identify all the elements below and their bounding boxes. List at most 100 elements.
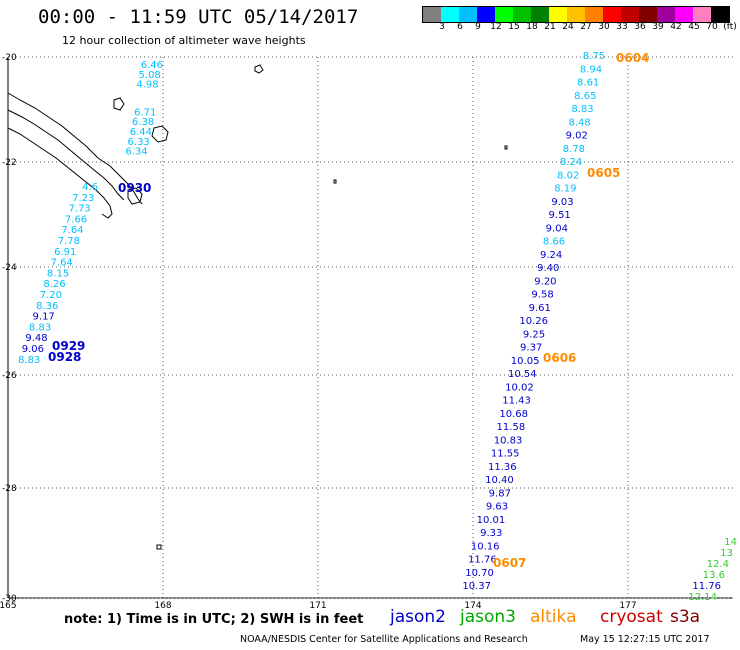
satellite-legend-item: jason3 <box>460 607 516 627</box>
coastline-isle-of-pines <box>127 187 143 205</box>
swh-value: 9.02 <box>566 131 588 142</box>
swh-value: 13 <box>720 548 733 559</box>
swh-value: 9.40 <box>537 263 559 274</box>
scale-label: 36 <box>634 22 646 32</box>
swh-value: 10.54 <box>508 369 537 380</box>
coastline <box>7 64 508 550</box>
coastline-new-caledonia-tail <box>7 127 113 219</box>
scale-swatch <box>459 7 477 22</box>
scale-swatch <box>495 7 513 22</box>
scale-swatch <box>585 7 603 22</box>
scale-label: 27 <box>580 22 592 32</box>
swh-value: 13.6 <box>703 570 725 581</box>
scale-label: 33 <box>616 22 628 32</box>
swh-value: 9.58 <box>531 290 553 301</box>
lat-label: -28 <box>2 484 17 494</box>
satellite-legend-item: jason2 <box>390 607 446 627</box>
swh-value: 10.40 <box>485 475 514 486</box>
swh-value: 9.63 <box>486 502 508 513</box>
swh-value: 10.01 <box>477 515 506 526</box>
swh-value: 9.17 <box>33 312 55 323</box>
swh-value: 10.70 <box>465 568 494 579</box>
coastline-island-small-2 <box>333 179 337 184</box>
swh-value: 8.24 <box>560 157 582 168</box>
scale-swatch <box>711 7 729 22</box>
swh-value: 4.98 <box>136 80 158 91</box>
swh-value: 6.38 <box>132 117 154 128</box>
swh-value: 14 <box>724 537 737 548</box>
scale-label: 70 <box>706 22 718 32</box>
color-scale-labels: 3 6 9 12 15 18 21 24 27 30 33 36 39 42 45 70 (ft) <box>422 22 740 34</box>
coastline-new-caledonia-outer <box>7 92 143 205</box>
swh-value: 7.66 <box>65 214 87 225</box>
swh-value: 8.36 <box>36 301 58 312</box>
swh-value: 5.08 <box>139 70 161 81</box>
scale-label: 39 <box>652 22 664 32</box>
scale-swatch <box>567 7 585 22</box>
swh-value: 9.04 <box>546 223 568 234</box>
lon-label: 174 <box>464 601 481 610</box>
swh-value: 8.19 <box>554 184 576 195</box>
swh-value: 7.23 <box>72 193 94 204</box>
altimeter-tracks: 6.465.084.986.716.386.446.336.344.67.237… <box>18 51 737 603</box>
swh-value: 8.02 <box>557 170 579 181</box>
footer-timestamp: May 15 12:27:15 UTC 2017 <box>580 634 710 645</box>
swh-value: 8.15 <box>47 268 69 279</box>
color-scale-bar <box>422 6 730 23</box>
swh-value: 11.43 <box>502 396 531 407</box>
footer-note: note: 1) Time is in UTC; 2) SWH is in fe… <box>64 612 364 627</box>
swh-value: 9.61 <box>529 303 551 314</box>
scale-label: 30 <box>598 22 610 32</box>
lat-label: -30 <box>2 594 17 604</box>
lat-label: -20 <box>2 53 17 63</box>
coastline-loyalty-maré <box>151 125 169 143</box>
swh-value: 9.87 <box>489 488 511 499</box>
scale-swatch <box>513 7 531 22</box>
swh-value: 9.51 <box>549 210 571 221</box>
swh-value: 8.66 <box>543 237 565 248</box>
swh-value: 9.06 <box>22 344 44 355</box>
satellite-legend-item: altika <box>530 607 577 627</box>
swh-value: 9.25 <box>523 329 545 340</box>
swh-value: 7.64 <box>61 225 83 236</box>
lat-label: -22 <box>2 158 17 168</box>
satellite-legend-item: s3a <box>670 607 701 627</box>
swh-value: 8.65 <box>574 91 596 102</box>
swh-value: 10.37 <box>462 581 491 592</box>
coastline-island-small-1 <box>504 145 508 150</box>
swh-value: 10.16 <box>471 541 500 552</box>
scale-swatch <box>693 7 711 22</box>
scale-swatch <box>675 7 693 22</box>
swh-value: 7.78 <box>58 236 80 247</box>
scale-swatch <box>441 7 459 22</box>
swh-value: 8.26 <box>43 279 65 290</box>
pass-time-label: 0928 <box>48 350 81 364</box>
scale-label: 9 <box>475 22 481 32</box>
swh-value: 11.76 <box>692 581 721 592</box>
lat-label: -26 <box>2 371 17 381</box>
scale-label: 18 <box>526 22 538 32</box>
swh-value: 11.55 <box>491 449 520 460</box>
track-east-jason: 8.75 8.94 8.61 8.65 8.83 8.48 9.02 8.78 8.24 8.02… <box>462 51 605 592</box>
scale-label: 15 <box>508 22 520 32</box>
swh-value: 9.03 <box>551 197 573 208</box>
swh-value: 6.34 <box>125 147 147 158</box>
swh-value: 8.61 <box>577 78 599 89</box>
swh-value: 10.05 <box>511 356 540 367</box>
scale-swatch <box>603 7 621 22</box>
pass-time-label: 0930 <box>118 181 151 195</box>
swh-value: 7.73 <box>69 204 91 215</box>
swh-value: 9.24 <box>540 250 562 261</box>
scale-swatch <box>657 7 675 22</box>
map-title: 00:00 - 11:59 UTC 05/14/2017 <box>38 6 359 28</box>
swh-value: 12.14 <box>688 592 717 603</box>
swh-value: 8.48 <box>568 117 590 128</box>
swh-value: 9.37 <box>520 343 542 354</box>
swh-value: 6.91 <box>54 247 76 258</box>
scale-swatch <box>423 7 441 22</box>
scale-swatch <box>477 7 495 22</box>
swh-value: 11.76 <box>468 555 497 566</box>
scale-swatch <box>621 7 639 22</box>
scale-label: 45 <box>688 22 700 32</box>
